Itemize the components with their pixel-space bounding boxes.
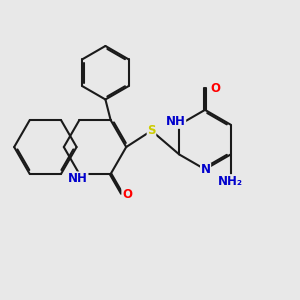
Text: NH₂: NH₂ bbox=[218, 175, 243, 188]
Text: O: O bbox=[122, 188, 132, 201]
Text: NH: NH bbox=[166, 115, 186, 128]
Text: NH: NH bbox=[68, 172, 88, 185]
Text: S: S bbox=[147, 124, 156, 137]
Text: O: O bbox=[210, 82, 220, 95]
Text: N: N bbox=[201, 164, 211, 176]
